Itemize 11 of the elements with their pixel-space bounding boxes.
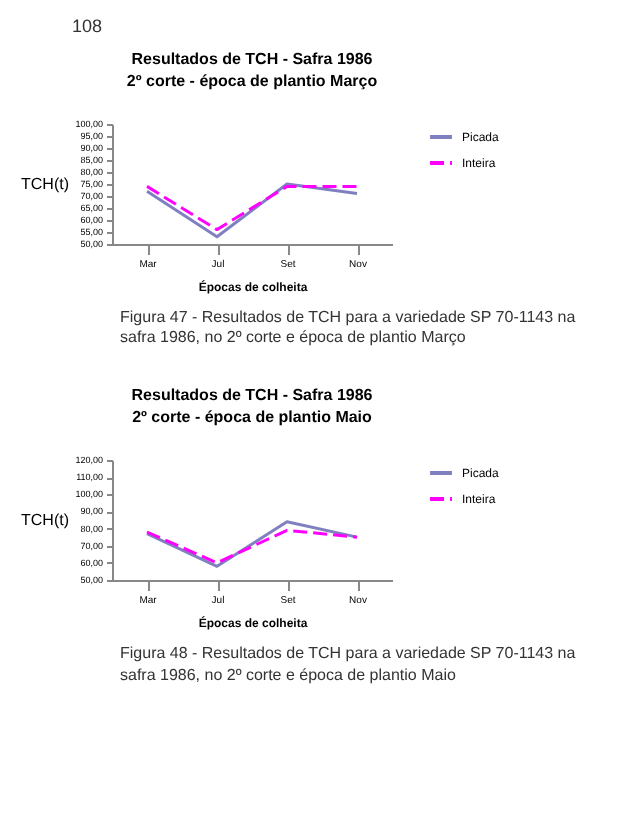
y-axis-title: TCH(t) (21, 174, 70, 193)
text: 108 (70, 14, 105, 40)
chart-subtitle: 2º corte - época de plantio Maio (132, 408, 373, 427)
y-axis-title: TCH(t) (21, 511, 70, 530)
line-series (145, 529, 359, 566)
text: Figura 47 - Resultados de TCH para a variedade SP 70-1143 na safra 1986, no 2º corte e época de plantio Março (118, 307, 578, 349)
text: Figura 48 - Resultados de TCH para a variedade SP 70-1143 na safra 1986, no 2º corte e época de plantio Maio (118, 644, 578, 687)
chart-title: Resultados de TCH - Safra 1986 (131, 386, 374, 405)
chart-subtitle: 2º corte - época de plantio Março (126, 71, 378, 90)
line-series (145, 521, 359, 569)
chart-title: Resultados de TCH - Safra 1986 (131, 49, 374, 68)
